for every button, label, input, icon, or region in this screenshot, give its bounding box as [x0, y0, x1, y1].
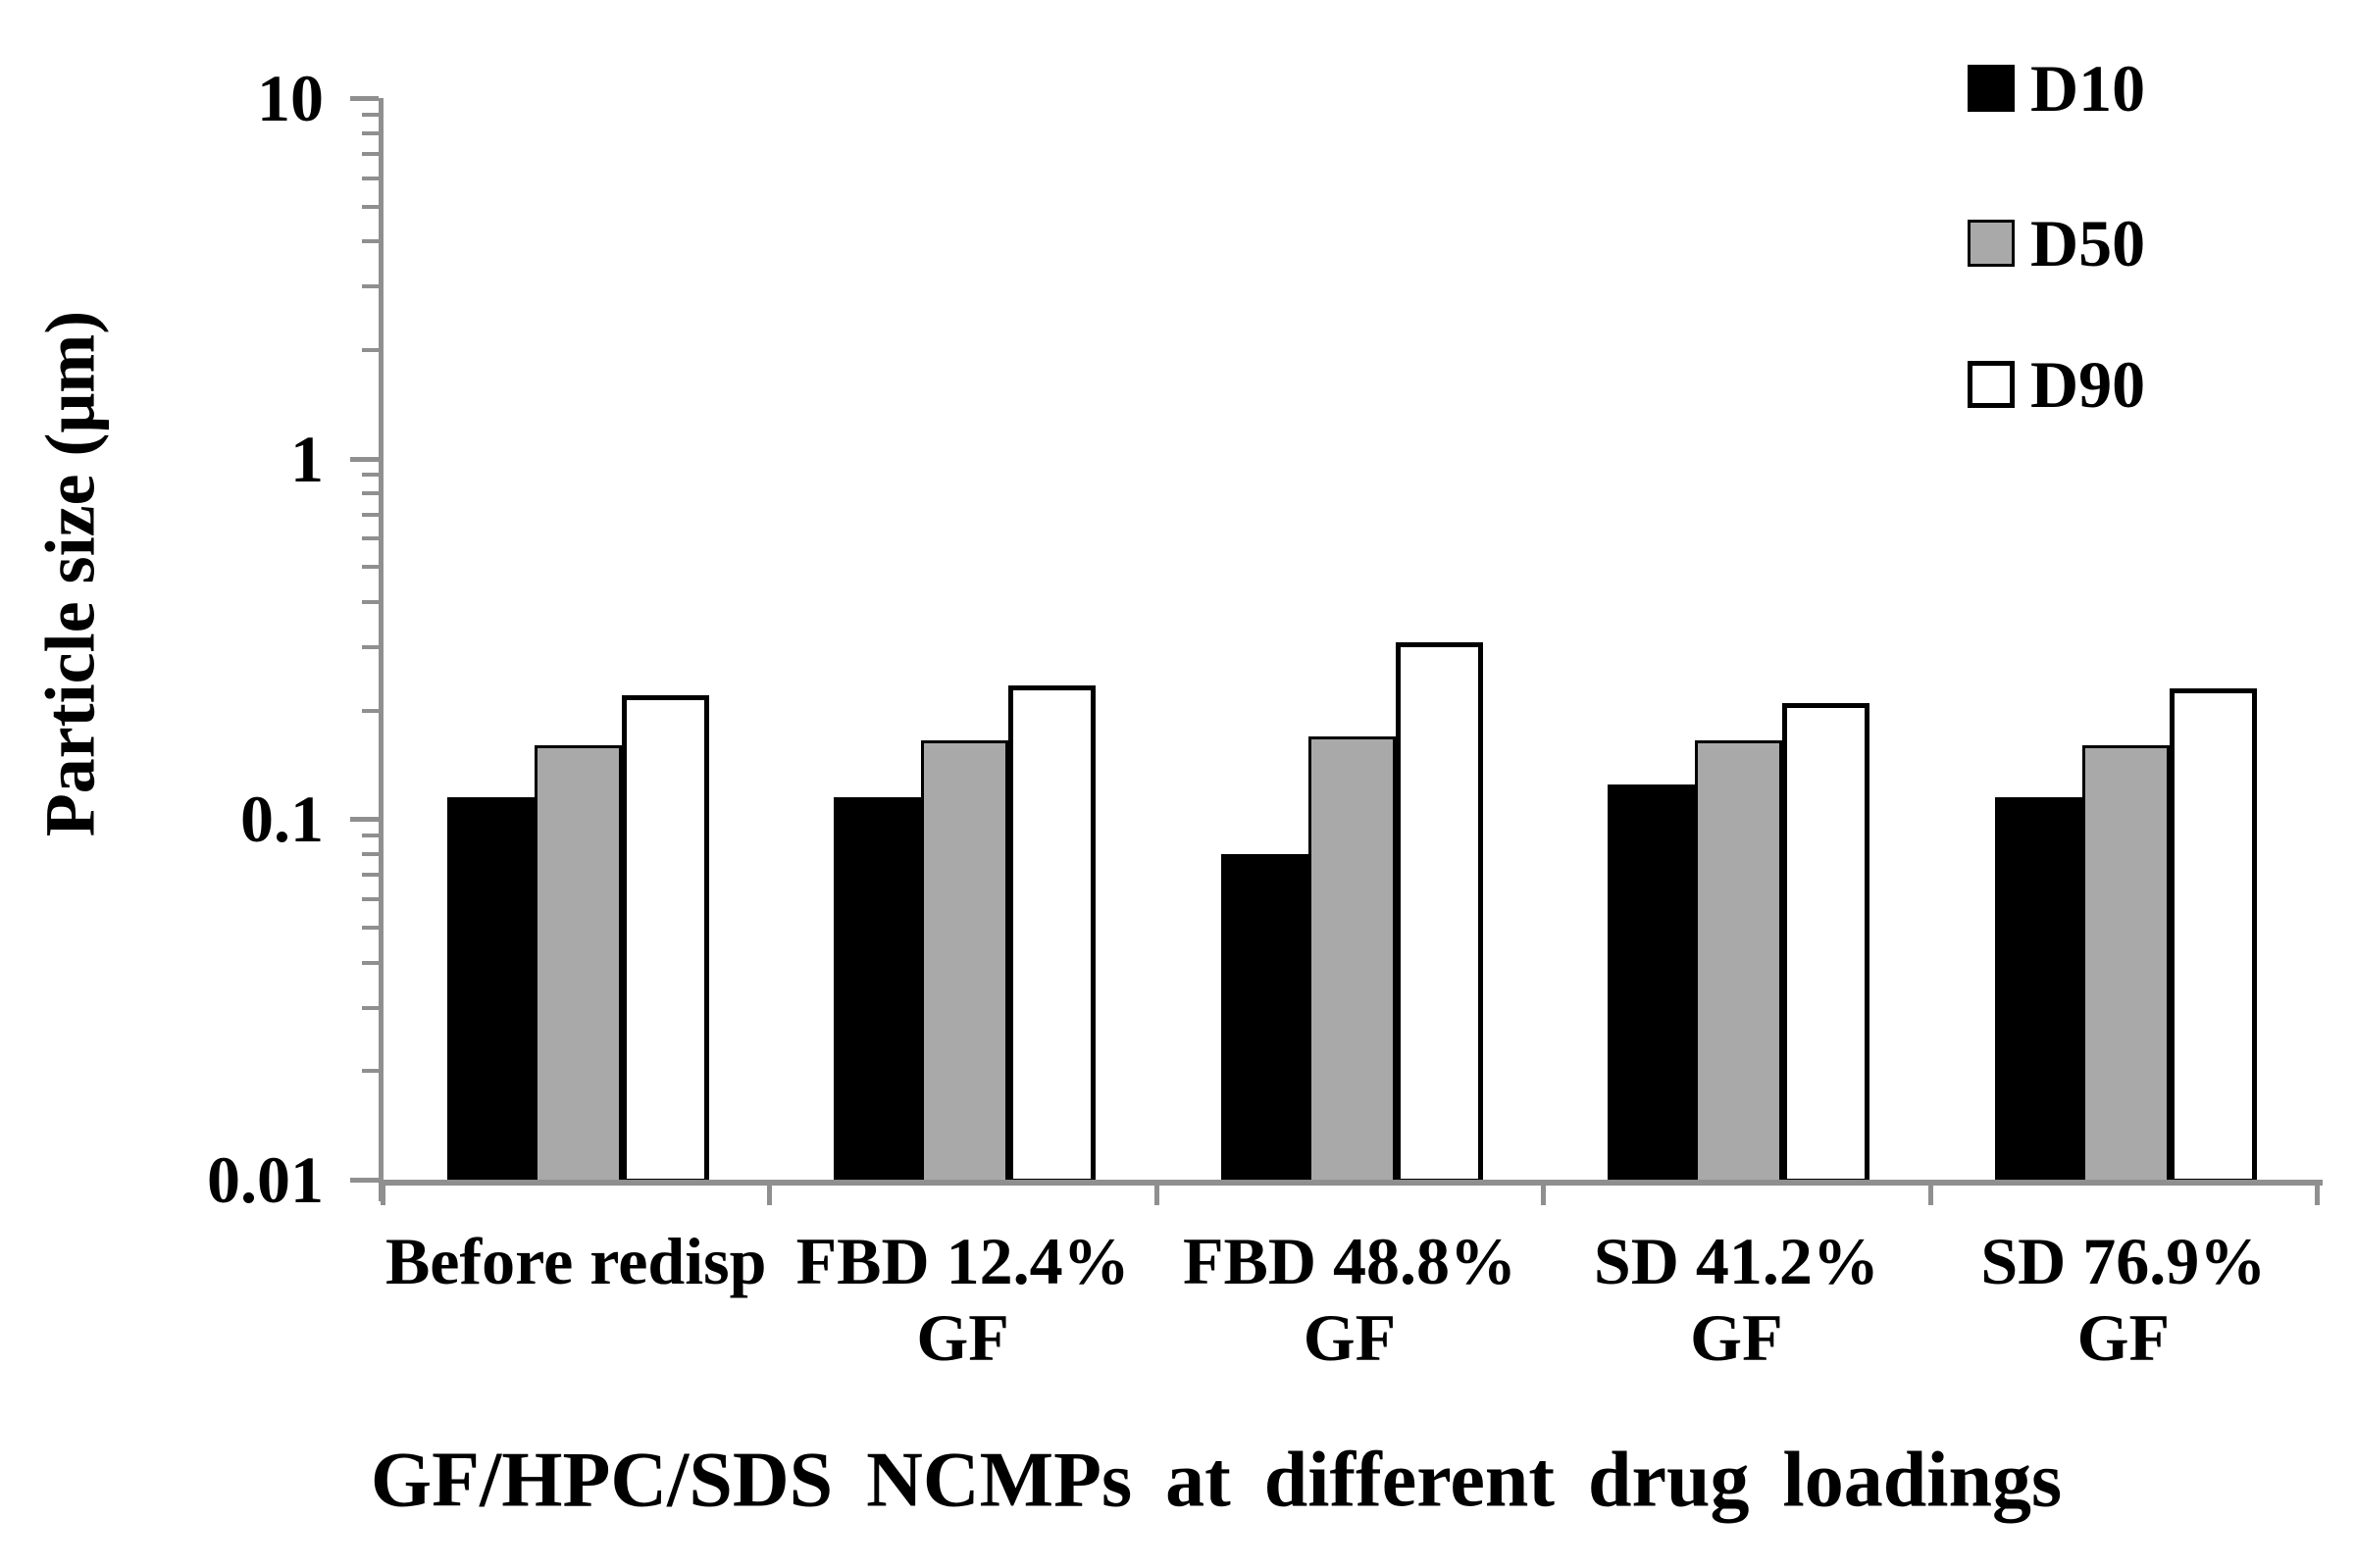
legend-item-d10: D10 — [1968, 55, 2145, 122]
category-label: FBD 12.4% GF — [757, 1223, 1169, 1376]
legend-swatch-d10 — [1968, 65, 2015, 112]
y-axis-minor-tick — [362, 239, 379, 244]
y-axis-minor-tick — [362, 176, 379, 180]
y-axis-minor-tick — [362, 599, 379, 604]
category-label-line: FBD 12.4% — [795, 1224, 1130, 1298]
y-axis-minor-tick — [362, 347, 379, 352]
x-axis-boundary-tick — [1927, 1186, 1933, 1205]
y-axis-major-tick — [350, 1178, 379, 1183]
bar-d50-cat3 — [1307, 735, 1396, 1184]
y-tick-label: 1 — [290, 421, 324, 496]
x-axis-boundary-tick — [2315, 1186, 2320, 1205]
category-label: SD 76.9% GF — [1918, 1223, 2329, 1376]
x-axis-boundary-tick — [1541, 1186, 1547, 1205]
y-axis-minor-tick — [362, 130, 379, 135]
bar-d90-cat1 — [622, 695, 709, 1184]
category-label: Before redisp — [370, 1223, 782, 1299]
x-axis-title: GF/HPC/SDS NCMPs at different drug loadi… — [370, 1437, 2063, 1524]
category-label-line: GF — [1303, 1300, 1397, 1375]
bar-d50-cat1 — [535, 745, 622, 1184]
bar-d10-cat3 — [1220, 853, 1308, 1184]
y-axis-minor-tick — [362, 896, 379, 901]
category-label-line: SD 76.9% — [1980, 1224, 2267, 1298]
x-axis-boundary-tick — [1153, 1186, 1159, 1205]
category-label-line: GF — [1690, 1300, 1783, 1375]
legend-label-d50: D50 — [2030, 206, 2146, 280]
bar-d90-cat4 — [1782, 702, 1870, 1184]
y-tick-label: 0.01 — [207, 1142, 324, 1217]
legend-label-d10: D10 — [2030, 51, 2146, 126]
y-axis-major-tick — [350, 817, 379, 823]
y-axis-minor-tick — [362, 151, 379, 156]
y-axis-major-tick — [350, 96, 379, 101]
legend-label-d90: D90 — [2030, 347, 2146, 422]
legend-swatch-d90 — [1968, 361, 2015, 408]
legend-item-d50: D50 — [1968, 210, 2145, 277]
category-label-line: GF — [2076, 1300, 2171, 1375]
bar-d50-cat4 — [1695, 740, 1783, 1184]
bar-d90-cat3 — [1395, 641, 1483, 1184]
category-label-line: GF — [916, 1300, 1009, 1375]
bar-d10-cat5 — [1994, 797, 2082, 1184]
bar-d90-cat2 — [1008, 684, 1097, 1184]
y-tick-label: 0.1 — [240, 782, 324, 857]
x-axis-boundary-tick — [381, 1186, 385, 1205]
x-axis-line — [379, 1180, 2323, 1186]
category-label: SD 41.2% GF — [1530, 1223, 1942, 1376]
y-axis-minor-tick — [362, 926, 379, 930]
y-axis-minor-tick — [362, 708, 379, 713]
bar-d50-cat5 — [2081, 745, 2170, 1184]
y-axis-minor-tick — [362, 536, 379, 541]
y-axis-minor-tick — [362, 834, 379, 838]
y-axis-minor-tick — [362, 204, 379, 209]
category-label: FBD 48.8% GF — [1144, 1223, 1556, 1376]
y-axis-minor-tick — [362, 112, 379, 117]
y-axis-minor-tick — [362, 565, 379, 570]
bar-d90-cat5 — [2169, 688, 2257, 1184]
y-axis-line — [379, 98, 384, 1201]
y-axis-minor-tick — [362, 1005, 379, 1010]
y-axis-minor-tick — [362, 512, 379, 517]
bar-d10-cat1 — [447, 797, 535, 1184]
y-axis-minor-tick — [362, 644, 379, 649]
bar-d50-cat2 — [921, 740, 1009, 1184]
y-axis-title: Particle size (μm) — [30, 310, 110, 837]
x-axis-boundary-tick — [767, 1186, 773, 1205]
y-axis-minor-tick — [362, 873, 379, 878]
y-axis-minor-tick — [362, 1069, 379, 1074]
y-axis-minor-tick — [362, 473, 379, 478]
category-label-line: Before redisp — [384, 1224, 767, 1298]
y-axis-minor-tick — [362, 284, 379, 289]
category-label-line: SD 41.2% — [1593, 1224, 1879, 1298]
legend-item-d90: D90 — [1968, 351, 2145, 418]
y-axis-minor-tick — [362, 491, 379, 496]
y-axis-minor-tick — [362, 851, 379, 856]
category-label-line: FBD 48.8% — [1183, 1224, 1516, 1298]
y-tick-label: 10 — [257, 61, 324, 135]
bar-d10-cat4 — [1608, 784, 1696, 1184]
legend-swatch-d50 — [1968, 220, 2015, 267]
y-axis-minor-tick — [362, 960, 379, 965]
bar-d10-cat2 — [834, 797, 922, 1184]
y-axis-major-tick — [350, 456, 379, 462]
